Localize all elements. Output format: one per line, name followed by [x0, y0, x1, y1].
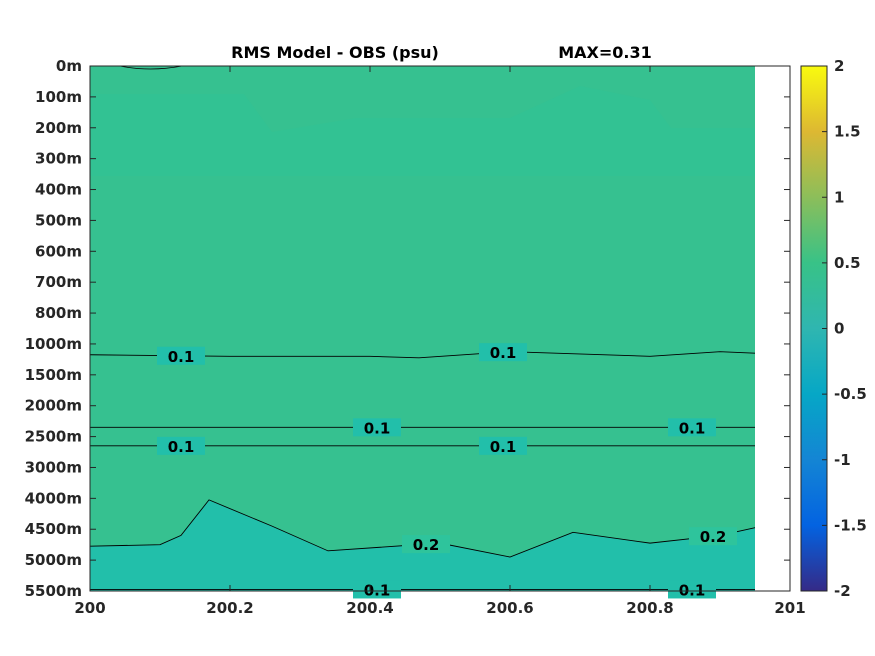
y-tick-label: 1500m: [25, 366, 82, 384]
filled-contour-bands: [90, 65, 790, 591]
contour-label: 0.2: [413, 536, 440, 554]
contour-label-bg: [479, 343, 527, 362]
contour-label-bg: [689, 527, 737, 546]
y-tick-label: 600m: [35, 242, 82, 260]
contour-label: 0.1: [679, 581, 706, 599]
y-tick-label: 4500m: [25, 520, 82, 538]
y-tick-label: 2000m: [25, 397, 82, 415]
y-tick-label: 400m: [35, 181, 82, 199]
x-axis: 200 200.2 200.4 200.6 200.8 201: [74, 66, 806, 617]
y-tick-label: 2500m: [25, 428, 82, 446]
contour-label-bg: [668, 418, 716, 437]
x-tick-label: 200.8: [626, 599, 673, 617]
band-upper: [90, 66, 755, 558]
y-tick-label: 800m: [35, 304, 82, 322]
contour-label-bg: [668, 580, 716, 599]
colorbar-tick-label: -1: [834, 451, 851, 469]
y-tick-label: 0m: [56, 57, 82, 75]
y-tick-label: 500m: [35, 211, 82, 229]
y-tick-label: 200m: [35, 119, 82, 137]
x-tick-label: 200.4: [346, 599, 393, 617]
contour-label-bg: [157, 346, 205, 365]
contour-line: [89, 499, 756, 558]
y-tick-label: 700m: [35, 273, 82, 291]
y-tick-label: 5000m: [25, 551, 82, 569]
colorbar-tick-label: 0.5: [834, 254, 861, 272]
y-tick-label: 3000m: [25, 458, 82, 476]
surface-contour: [119, 65, 183, 70]
no-data-strip: [755, 66, 790, 591]
contour-label: 0.1: [364, 419, 391, 437]
chart-title: RMS Model - OBS (psu): [231, 43, 439, 62]
x-tick-label: 200.6: [486, 599, 533, 617]
colorbar-tick-label: 1.5: [834, 123, 861, 141]
contour-label-bg: [157, 436, 205, 455]
plot-frame: [89, 65, 791, 592]
y-tick-label: 5500m: [25, 582, 82, 600]
colorbar-tick-label: 0: [834, 320, 844, 338]
contour-label: 0.1: [364, 581, 391, 599]
x-tick-label: 201: [774, 599, 805, 617]
plot-area: 0.2 0.2 0.1 0.1 0.1 0.1 0.1 0.1 0.1 0.1: [89, 65, 791, 599]
x-tick-label: 200: [74, 599, 105, 617]
contour-line: [89, 351, 756, 359]
colorbar: 2 1.5 1 0.5 0 -0.5 -1 -1.5 -2: [800, 57, 867, 600]
y-tick-label: 1000m: [25, 335, 82, 353]
contour-label-bg: [479, 436, 527, 455]
chart-max-annotation: MAX=0.31: [558, 43, 652, 62]
contour-label: 0.1: [168, 438, 195, 456]
y-tick-label: 300m: [35, 150, 82, 168]
colorbar-tick-label: -1.5: [834, 516, 867, 534]
contour-label: 0.2: [700, 528, 727, 546]
colorbar-tick-label: 1: [834, 188, 844, 206]
band-shade: [90, 86, 755, 176]
contour-label-bg: [353, 418, 401, 437]
colorbar-tick-label: 2: [834, 57, 844, 75]
contour-label-bg: [353, 580, 401, 599]
contour-lines: 0.2 0.2 0.1 0.1 0.1 0.1 0.1 0.1 0.1 0.1: [89, 343, 756, 599]
y-axis: 0m 100m 200m 300m 400m 500m 600m 700m 800m 1000m 1…: [25, 57, 790, 600]
contour-label-bg: [402, 535, 450, 554]
contour-label: 0.1: [168, 348, 195, 366]
contour-label: 0.1: [679, 419, 706, 437]
y-tick-label: 4000m: [25, 489, 82, 507]
colorbar-tick-label: -2: [834, 582, 851, 600]
x-tick-label: 200.2: [206, 599, 253, 617]
y-tick-label: 100m: [35, 88, 82, 106]
contour-label: 0.1: [490, 438, 517, 456]
colorbar-ticks: 2 1.5 1 0.5 0 -0.5 -1 -1.5 -2: [822, 57, 867, 600]
colorbar-tick-label: -0.5: [834, 385, 867, 403]
contour-label: 0.1: [490, 344, 517, 362]
